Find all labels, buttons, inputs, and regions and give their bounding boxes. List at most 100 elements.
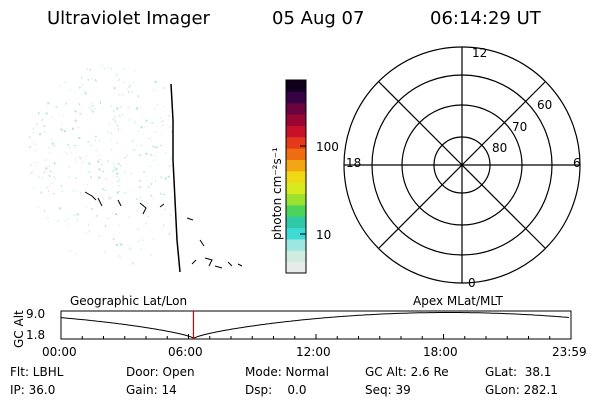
speckle [130, 91, 133, 93]
speckle [78, 156, 80, 158]
speckle [153, 159, 156, 161]
speckle [33, 188, 35, 190]
speckle [69, 250, 72, 252]
speckle [85, 155, 87, 157]
mlt-label-6: 6 [573, 156, 581, 170]
speckle [164, 152, 167, 154]
speckle [129, 93, 131, 95]
speckle [31, 140, 33, 142]
speckle [153, 89, 154, 92]
speckle [114, 113, 116, 115]
speckle [137, 95, 140, 98]
speckle [136, 210, 139, 212]
timeline-right-title: Apex MLat/MLT [413, 294, 503, 308]
speckle [43, 171, 46, 174]
speckle [94, 140, 96, 142]
speckle [55, 106, 58, 108]
speckle [52, 145, 54, 148]
colorbar-unit-label: photon cm⁻²s⁻¹ [270, 147, 284, 240]
timeline-x-tick: 23:59 [552, 345, 587, 359]
speckle [92, 110, 95, 113]
speckle [47, 102, 50, 105]
speckle [50, 183, 53, 185]
speckle [113, 109, 115, 111]
speckle [86, 68, 88, 70]
speckle [31, 164, 33, 166]
speckle [148, 165, 150, 167]
speckle [73, 214, 75, 217]
mlt-label-0: 0 [468, 276, 476, 290]
mlt-label-18: 18 [346, 156, 362, 170]
speckle [127, 107, 130, 109]
speckle [154, 146, 157, 149]
speckle [87, 78, 90, 81]
date-label: 05 Aug 07 [272, 8, 365, 29]
speckle [141, 239, 144, 241]
speckle [59, 85, 61, 87]
speckle [108, 122, 110, 125]
colorbar-band [286, 238, 306, 251]
speckle [160, 176, 163, 179]
speckle [116, 107, 118, 110]
speckle [38, 175, 40, 178]
speckle [142, 134, 144, 135]
speckle [116, 191, 119, 194]
speckle [168, 126, 171, 128]
speckle [150, 253, 152, 256]
speckle [91, 131, 93, 133]
speckle [118, 224, 120, 227]
speckle [163, 224, 164, 227]
colorbar-band [286, 216, 306, 229]
speckle [123, 191, 126, 193]
speckle [137, 131, 140, 133]
speckle [104, 225, 107, 227]
speckle [104, 67, 106, 70]
speckle [98, 168, 101, 171]
speckle [48, 147, 50, 149]
speckle [76, 213, 79, 216]
speckle [43, 125, 46, 128]
mlt-label-12: 12 [472, 46, 488, 60]
speckle [116, 74, 118, 77]
gc-alt-info: GC Alt: 2.6 Re [365, 365, 449, 379]
speckle [136, 144, 138, 146]
speckle [128, 216, 131, 218]
speckle [60, 185, 63, 187]
speckle [64, 81, 67, 83]
speckle [135, 120, 136, 122]
speckle [129, 247, 131, 250]
speckle [102, 64, 104, 67]
speckle [119, 232, 121, 234]
speckle [167, 175, 170, 178]
speckle [78, 103, 80, 106]
speckle [74, 145, 77, 146]
speckle [123, 81, 126, 83]
speckle [48, 221, 49, 223]
speckle [32, 127, 34, 130]
speckle [145, 119, 148, 122]
speckle [112, 176, 114, 178]
speckle [138, 154, 141, 157]
speckle [159, 144, 162, 146]
speckle [76, 219, 78, 222]
speckle [80, 192, 82, 195]
speckle [156, 146, 159, 149]
speckle [170, 158, 172, 161]
speckle [117, 180, 120, 182]
speckle [122, 93, 124, 96]
speckle [41, 118, 43, 121]
colorbar-band [286, 125, 306, 138]
speckle [39, 133, 42, 136]
ip-info: IP: 36.0 [10, 383, 56, 397]
speckle [112, 118, 115, 121]
speckle [128, 91, 130, 93]
speckle [114, 116, 117, 118]
speckle [50, 176, 51, 178]
speckle [48, 174, 51, 177]
speckle [81, 84, 84, 86]
speckle [168, 232, 171, 235]
speckle [53, 176, 55, 178]
speckle [90, 176, 93, 179]
speckle [54, 178, 56, 179]
speckle [168, 115, 171, 117]
